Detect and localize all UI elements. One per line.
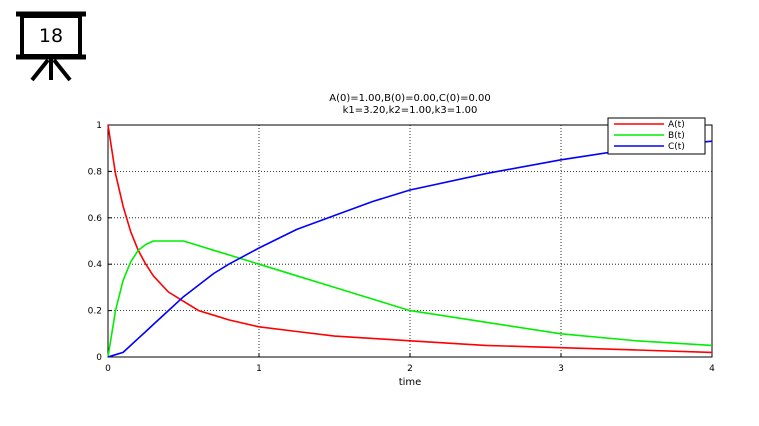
x-tick-label: 4 <box>709 364 715 374</box>
slide-number: 18 <box>38 25 64 47</box>
series-line-at <box>107 124 713 354</box>
series-line-bt <box>107 240 713 358</box>
y-tick-label: 0.8 <box>88 167 103 177</box>
y-tick-label: 0.2 <box>88 307 102 317</box>
y-tick-label: 0 <box>96 353 102 363</box>
x-tick-label: 3 <box>558 364 564 374</box>
legend-entry: B(t) <box>668 131 685 141</box>
y-tick-label: 1 <box>96 121 102 131</box>
chart-title-line-1: A(0)=1.00,B(0)=0.00,C(0)=0.00 <box>329 93 490 104</box>
grid-lines <box>108 125 712 357</box>
x-tick-label: 0 <box>105 364 111 374</box>
plot-frame <box>107 124 713 358</box>
legend-entry: C(t) <box>668 142 685 152</box>
y-tick-label: 0.4 <box>88 260 103 270</box>
series-layer <box>107 124 713 358</box>
legend-entry: A(t) <box>668 120 685 130</box>
chart-title-line-2: k1=3.20,k2=1.00,k3=1.00 <box>343 105 478 116</box>
presentation-board-icon: 18 <box>14 10 88 82</box>
x-tick-label: 2 <box>407 364 413 374</box>
x-tick-label: 1 <box>256 364 262 374</box>
axis-ticks: 0 1 2 3 4 0 0.2 0.4 0.6 0.8 1 <box>88 121 715 374</box>
y-tick-label: 0.6 <box>88 214 103 224</box>
series-line-ct <box>107 140 713 358</box>
x-axis-label: time <box>399 377 422 388</box>
legend: A(t)B(t)C(t) <box>607 117 706 155</box>
